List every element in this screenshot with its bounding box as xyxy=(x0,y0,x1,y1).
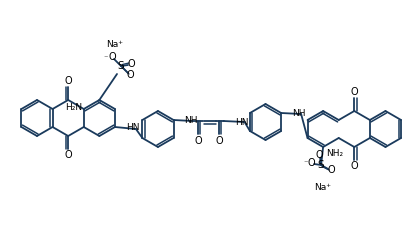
Text: O: O xyxy=(127,59,135,69)
Text: H₂N: H₂N xyxy=(65,102,82,111)
Text: O: O xyxy=(350,87,358,97)
Text: NH₂: NH₂ xyxy=(326,149,343,158)
Text: NH: NH xyxy=(184,115,198,125)
Text: O: O xyxy=(216,136,223,146)
Text: O: O xyxy=(316,150,323,160)
Text: HN: HN xyxy=(126,124,140,133)
Text: NH: NH xyxy=(292,109,305,118)
Text: O: O xyxy=(65,150,72,160)
Text: S: S xyxy=(118,61,124,71)
Text: O: O xyxy=(126,70,134,80)
Text: O: O xyxy=(65,76,72,86)
Text: ⁻: ⁻ xyxy=(104,54,108,63)
Text: Na⁺: Na⁺ xyxy=(106,39,124,48)
Text: O: O xyxy=(327,165,335,175)
Text: O: O xyxy=(195,136,202,146)
Text: S: S xyxy=(318,160,324,170)
Text: HN: HN xyxy=(235,118,249,126)
Text: O: O xyxy=(350,161,358,171)
Text: ⁻: ⁻ xyxy=(304,158,308,168)
Text: O: O xyxy=(108,52,116,62)
Text: Na⁺: Na⁺ xyxy=(315,183,331,192)
Text: O: O xyxy=(307,158,315,168)
